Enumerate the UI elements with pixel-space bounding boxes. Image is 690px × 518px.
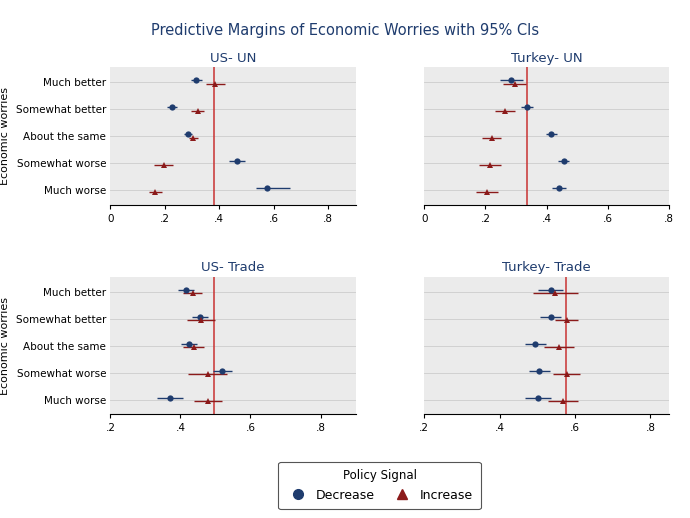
Title: US- UN: US- UN <box>210 52 256 65</box>
Title: Turkey- Trade: Turkey- Trade <box>502 261 591 274</box>
Y-axis label: Economic worries: Economic worries <box>0 87 10 185</box>
Title: Turkey- UN: Turkey- UN <box>511 52 582 65</box>
Title: US- Trade: US- Trade <box>201 261 265 274</box>
Y-axis label: Economic worries: Economic worries <box>0 296 10 395</box>
Legend: Decrease, Increase: Decrease, Increase <box>279 462 480 509</box>
Text: Predictive Margins of Economic Worries with 95% CIs: Predictive Margins of Economic Worries w… <box>151 23 539 38</box>
